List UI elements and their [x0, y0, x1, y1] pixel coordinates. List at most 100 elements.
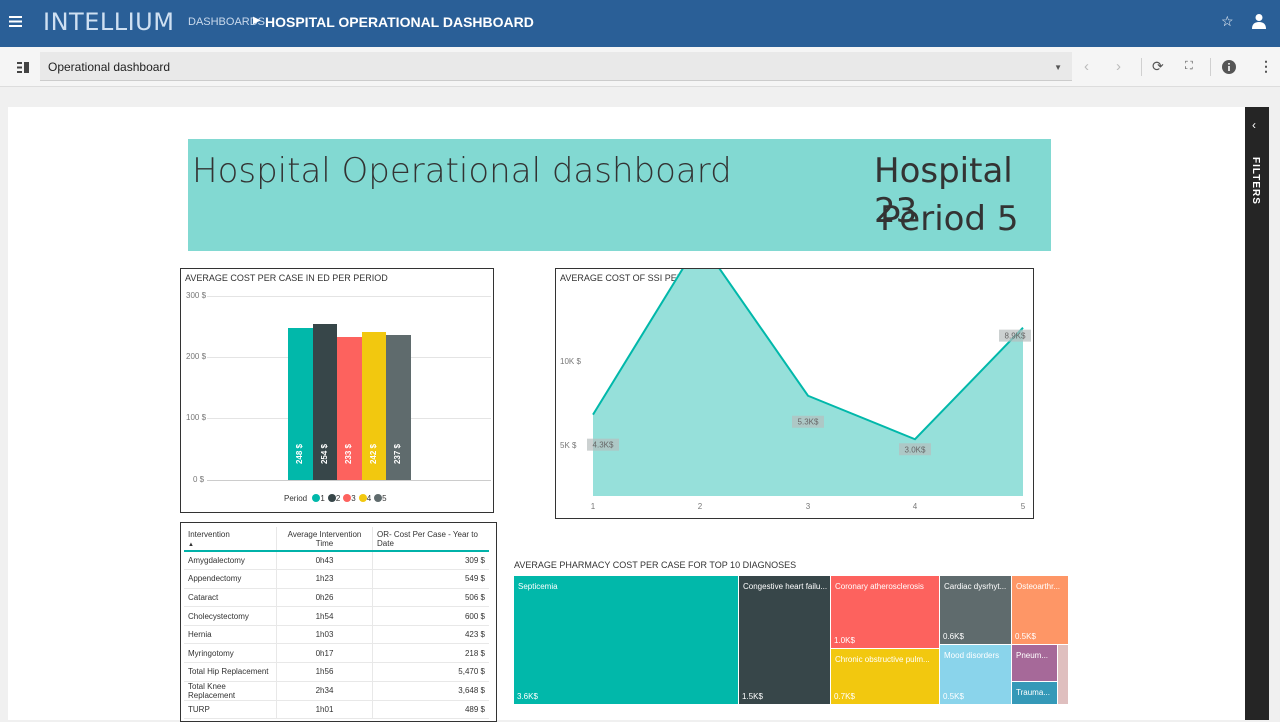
x-tick-label: 2 — [698, 502, 703, 511]
intervention-cell: Total Knee Replacement — [184, 681, 277, 701]
avg-time-cell: 1h54 — [275, 606, 374, 626]
treemap-tile[interactable] — [1058, 645, 1068, 704]
legend-title: Period — [284, 494, 308, 503]
intervention-cell: TURP — [184, 700, 277, 720]
tile-label: Coronary atherosclerosis — [835, 582, 924, 591]
chevron-left-icon[interactable]: ‹ — [1084, 58, 1089, 75]
treemap-title: AVERAGE PHARMACY COST PER CASE FOR TOP 1… — [514, 560, 797, 570]
chart-title: AVERAGE COST OF SSI PER PERIOD — [560, 273, 721, 283]
column-header[interactable]: Average Intervention Time — [275, 527, 374, 552]
bar-period-1[interactable] — [288, 327, 313, 480]
banner-period: Period 5 — [880, 199, 1019, 239]
treemap-tile[interactable]: Osteoarthr... 0.5K$ — [1012, 576, 1068, 644]
legend-label: 3 — [351, 494, 356, 503]
chart-title: AVERAGE COST PER CASE IN ED PER PERIOD — [185, 273, 388, 283]
avg-time-cell: 1h23 — [275, 569, 374, 589]
tile-label: Septicemia — [518, 582, 558, 591]
or-cost-cell: 600 $ — [372, 606, 489, 626]
treemap-tile[interactable]: Septicemia 3.6K$ — [514, 576, 738, 704]
treemap-tile[interactable]: Cardiac dysrhyt... 0.6K$ — [940, 576, 1011, 644]
table-row[interactable]: Cholecystectomy 1h54 600 $ — [184, 606, 489, 626]
page-title: HOSPITAL OPERATIONAL DASHBOARD — [265, 14, 534, 30]
treemap-tile[interactable]: Congestive heart failu... 1.5K$ — [739, 576, 830, 704]
bar-period-2[interactable] — [312, 324, 337, 480]
y-tick-label: 100 $ — [186, 413, 207, 422]
point-data-label: 3.0K$ — [899, 443, 931, 456]
treemap-tile[interactable]: Chronic obstructive pulm... 0.7K$ — [831, 649, 939, 704]
tile-value: 1.0K$ — [834, 636, 855, 645]
avg-time-cell: 1h56 — [275, 662, 374, 682]
intervention-cell: Cholecystectomy — [184, 606, 277, 626]
y-tick-label: 5K $ — [560, 441, 577, 450]
legend-dot — [374, 494, 383, 502]
banner-hospital: Hospital 23 — [874, 151, 1013, 231]
brand-logo[interactable]: INTELLIUM — [43, 8, 175, 36]
point-data-label: 5.3K$ — [792, 415, 824, 428]
table-row[interactable]: Amygdalectomy 0h43 309 $ — [184, 551, 489, 571]
fullscreen-icon[interactable]: ⛶ — [1185, 60, 1193, 72]
chevron-down-icon: ▼ — [1054, 63, 1062, 72]
svg-text:3.0K$: 3.0K$ — [905, 445, 926, 454]
column-header[interactable]: OR- Cost Per Case - Year to Date — [372, 527, 489, 552]
table-row[interactable]: Total Hip Replacement 1h56 5,470 $ — [184, 662, 489, 682]
tile-value: 0.5K$ — [1015, 632, 1036, 641]
info-icon[interactable] — [1222, 60, 1236, 74]
x-tick-label: 1 — [591, 502, 596, 511]
y-tick-label: 300 $ — [186, 291, 207, 300]
legend-label: 4 — [366, 494, 372, 503]
baseline — [207, 480, 491, 481]
chevron-right-icon[interactable]: › — [1116, 58, 1121, 75]
user-icon[interactable] — [1252, 13, 1266, 29]
avg-time-cell: 0h26 — [275, 588, 374, 608]
table-row[interactable]: Cataract 0h26 506 $ — [184, 588, 489, 608]
table-header-row: Intervention ▲ Average Intervention Time … — [184, 527, 489, 552]
point-data-label: 4.3K$ — [587, 438, 619, 451]
table-row[interactable]: TURP 1h01 489 $ — [184, 700, 489, 720]
legend-label: 5 — [382, 494, 387, 503]
tile-label: Chronic obstructive pulm... — [835, 655, 930, 664]
legend-dot — [358, 494, 367, 502]
or-cost-cell: 506 $ — [372, 588, 489, 608]
treemap-tile[interactable]: Trauma... — [1012, 682, 1057, 704]
treemap-tile[interactable]: Pneum... — [1012, 645, 1057, 681]
legend-label: 1 — [320, 494, 325, 503]
header-banner: Hospital Operational dashboard Hospital … — [188, 139, 1051, 251]
banner-title: Hospital Operational dashboard — [192, 151, 732, 191]
tile-value: 0.7K$ — [834, 692, 855, 701]
bar-data-label: 233 $ — [344, 444, 353, 465]
table-row[interactable]: Myringotomy 0h17 218 $ — [184, 643, 489, 664]
intervention-table[interactable]: Intervention ▲ Average Intervention Time … — [180, 522, 497, 722]
bar-period-5[interactable] — [386, 334, 411, 480]
refresh-icon[interactable]: ⟳ — [1152, 58, 1164, 74]
treemap-tile[interactable]: Coronary atherosclerosis 1.0K$ — [831, 576, 939, 648]
intervention-cell: Total Hip Replacement — [184, 662, 277, 682]
menu-icon[interactable] — [8, 13, 24, 29]
breadcrumb-dashboards[interactable]: DASHBOARDS — [188, 16, 266, 28]
table-row[interactable]: Total Knee Replacement 2h34 3,648 $ — [184, 681, 489, 701]
table-row[interactable]: Appendectomy 1h23 549 $ — [184, 569, 489, 589]
point-data-label: 8.9K$ — [999, 329, 1031, 342]
table-row[interactable]: Hernia 1h03 423 $ — [184, 625, 489, 645]
ed-cost-bar-chart[interactable]: AVERAGE COST PER CASE IN ED PER PERIOD 3… — [180, 268, 494, 513]
sidebar-toggle-icon[interactable] — [17, 62, 29, 73]
chevron-left-icon[interactable]: ‹ — [1252, 118, 1256, 132]
treemap-tile[interactable]: Mood disorders 0.5K$ — [940, 645, 1011, 704]
bar-period-3[interactable] — [337, 337, 362, 480]
filters-pane[interactable]: ‹ FILTERS — [1245, 107, 1269, 720]
y-tick-label: 0 $ — [193, 475, 205, 484]
ssi-cost-area-chart[interactable]: AVERAGE COST OF SSI PER PERIOD 10K $ 5K … — [555, 268, 1034, 519]
or-cost-cell: 3,648 $ — [372, 681, 489, 701]
tile-label: Cardiac dysrhyt... — [944, 582, 1007, 591]
dashboard-select[interactable]: Operational dashboard ▼ — [40, 52, 1072, 81]
more-vert-icon[interactable]: ⋮ — [1259, 58, 1273, 74]
bar-data-label: 248 $ — [295, 444, 304, 465]
tile-label: Trauma... — [1016, 688, 1050, 697]
series-line — [592, 269, 1024, 441]
bar-period-4[interactable] — [361, 331, 386, 480]
column-header[interactable]: Intervention ▲ — [184, 527, 277, 552]
star-icon[interactable]: ☆ — [1221, 13, 1234, 29]
avg-time-cell: 0h43 — [275, 551, 374, 571]
y-tick-label: 200 $ — [186, 352, 207, 361]
y-tick-label: 10K $ — [560, 357, 581, 366]
